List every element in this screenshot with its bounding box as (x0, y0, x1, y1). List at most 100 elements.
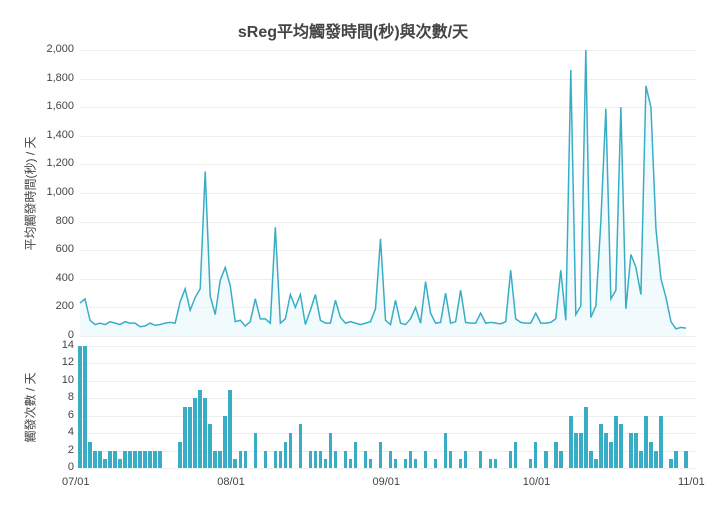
bar (123, 451, 127, 468)
bar (569, 416, 573, 468)
bar (143, 451, 147, 468)
bar (369, 459, 373, 468)
bar (634, 433, 638, 468)
bar (279, 451, 283, 468)
bar (244, 451, 248, 468)
bar (223, 416, 227, 468)
bar (188, 407, 192, 468)
bar (88, 442, 92, 468)
bar (354, 442, 358, 468)
bar (98, 451, 102, 468)
x-tick-label: 10/01 (523, 476, 551, 488)
bar (574, 433, 578, 468)
bar (264, 451, 268, 468)
bar (534, 442, 538, 468)
bar (654, 451, 658, 468)
bar (93, 451, 97, 468)
bar (218, 451, 222, 468)
bar (148, 451, 152, 468)
bar (254, 433, 258, 468)
bar (274, 451, 278, 468)
bottom-gridline (80, 416, 696, 417)
bar (604, 433, 608, 468)
bar (138, 451, 142, 468)
bar (329, 433, 333, 468)
bottom-gridline (80, 346, 696, 347)
bar (314, 451, 318, 468)
bar (619, 424, 623, 468)
bottom-gridline (80, 468, 696, 469)
bar (128, 451, 132, 468)
bar (584, 407, 588, 468)
bottom-yaxis-label: 觸發次數 / 天 (22, 358, 39, 458)
x-tick-label: 11/01 (678, 476, 705, 488)
bar (228, 390, 232, 468)
x-tick-label: 09/01 (373, 476, 401, 488)
bar (579, 433, 583, 468)
bar (113, 451, 117, 468)
bar (614, 416, 618, 468)
bottom-ytick-label: 4 (68, 426, 74, 438)
bar (344, 451, 348, 468)
bar (389, 451, 393, 468)
bar (494, 459, 498, 468)
bottom-gridline (80, 381, 696, 382)
bar (449, 451, 453, 468)
bar (203, 398, 207, 468)
bar (153, 451, 157, 468)
bar (479, 451, 483, 468)
bar (233, 459, 237, 468)
bottom-ytick-label: 14 (62, 339, 74, 351)
bar (289, 433, 293, 468)
x-tick-label: 08/01 (217, 476, 245, 488)
bar (669, 459, 673, 468)
bar (464, 451, 468, 468)
bar (644, 416, 648, 468)
bottom-ytick-label: 8 (68, 391, 74, 403)
bottom-ytick-label: 2 (68, 444, 74, 456)
bar (299, 424, 303, 468)
bar (629, 433, 633, 468)
bar (158, 451, 162, 468)
area-fill (80, 50, 686, 336)
bar (404, 459, 408, 468)
bar (108, 451, 112, 468)
bottom-ytick-label: 10 (62, 374, 74, 386)
bar (239, 451, 243, 468)
bar (659, 416, 663, 468)
bar (424, 451, 428, 468)
bar (514, 442, 518, 468)
bar (208, 424, 212, 468)
bar (78, 346, 82, 468)
bar (544, 451, 548, 468)
bar (178, 442, 182, 468)
bottom-gridline (80, 363, 696, 364)
bar (674, 451, 678, 468)
bar (198, 390, 202, 468)
bar (684, 451, 688, 468)
bar (118, 459, 122, 468)
bar (589, 451, 593, 468)
bar (554, 442, 558, 468)
bottom-gridline (80, 398, 696, 399)
bar (444, 433, 448, 468)
top-yaxis-label: 平均觸發時間(秒) / 天 (22, 124, 39, 264)
bar (103, 459, 107, 468)
x-tick-label: 07/01 (62, 476, 90, 488)
bar (639, 451, 643, 468)
bar (509, 451, 513, 468)
bar (284, 442, 288, 468)
chart-container: sReg平均觸發時間(秒)與次數/天 02004006008001,0001,2… (0, 0, 706, 515)
bar (649, 442, 653, 468)
bar (559, 451, 563, 468)
bar (434, 459, 438, 468)
bar (609, 442, 613, 468)
bar (599, 424, 603, 468)
bar (394, 459, 398, 468)
bottom-ytick-label: 12 (62, 356, 74, 368)
bar (319, 451, 323, 468)
bar (83, 346, 87, 468)
bottom-ytick-label: 0 (68, 461, 74, 473)
bar (379, 442, 383, 468)
bar (309, 451, 313, 468)
